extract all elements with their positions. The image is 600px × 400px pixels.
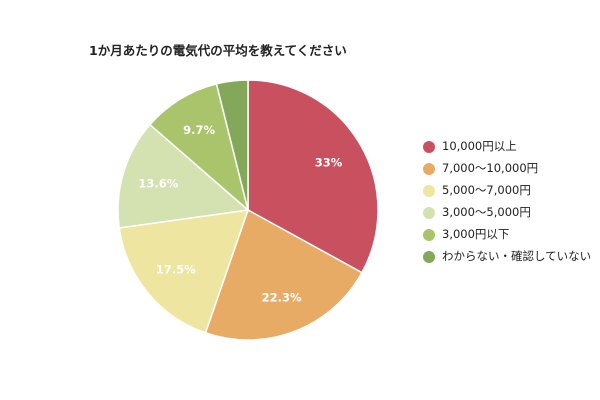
legend-label: 3,000円以下 <box>442 227 510 241</box>
legend-item: 3,000〜5,000円 <box>423 204 595 221</box>
legend-swatch <box>423 163 435 175</box>
legend-item: 10,000円以上 <box>423 138 595 155</box>
legend-item: わからない・確認していない <box>423 248 595 265</box>
legend-label: わからない・確認していない <box>442 249 592 263</box>
slice-data-label: 13.6% <box>138 176 178 190</box>
legend-swatch <box>423 141 435 153</box>
legend-item: 7,000〜10,000円 <box>423 160 595 177</box>
pie-slice <box>247 79 379 274</box>
pie-slice <box>117 123 250 229</box>
legend-label: 10,000円以上 <box>442 139 517 153</box>
pie-slice <box>118 209 250 334</box>
chart-title: 1か月あたりの電気代の平均を教えてください <box>89 43 347 58</box>
legend-label: 5,000〜7,000円 <box>442 183 531 197</box>
legend-swatch <box>423 185 435 197</box>
pie-slice <box>215 79 249 211</box>
pie-slice <box>204 208 363 341</box>
legend-swatch <box>423 207 435 219</box>
legend: 10,000円以上 7,000〜10,000円 5,000〜7,000円 3,000〜… <box>423 138 595 270</box>
pie-slice <box>148 82 250 213</box>
legend-swatch <box>423 251 435 263</box>
legend-swatch <box>423 229 435 241</box>
slice-data-label: 17.5% <box>156 262 196 276</box>
slice-data-label: 22.3% <box>262 290 302 304</box>
legend-item: 3,000円以下 <box>423 226 595 243</box>
legend-label: 3,000〜5,000円 <box>442 205 531 219</box>
slice-data-label: 9.7% <box>183 123 215 137</box>
slice-data-label: 33% <box>315 155 343 169</box>
legend-label: 7,000〜10,000円 <box>442 161 539 175</box>
legend-item: 5,000〜7,000円 <box>423 182 595 199</box>
